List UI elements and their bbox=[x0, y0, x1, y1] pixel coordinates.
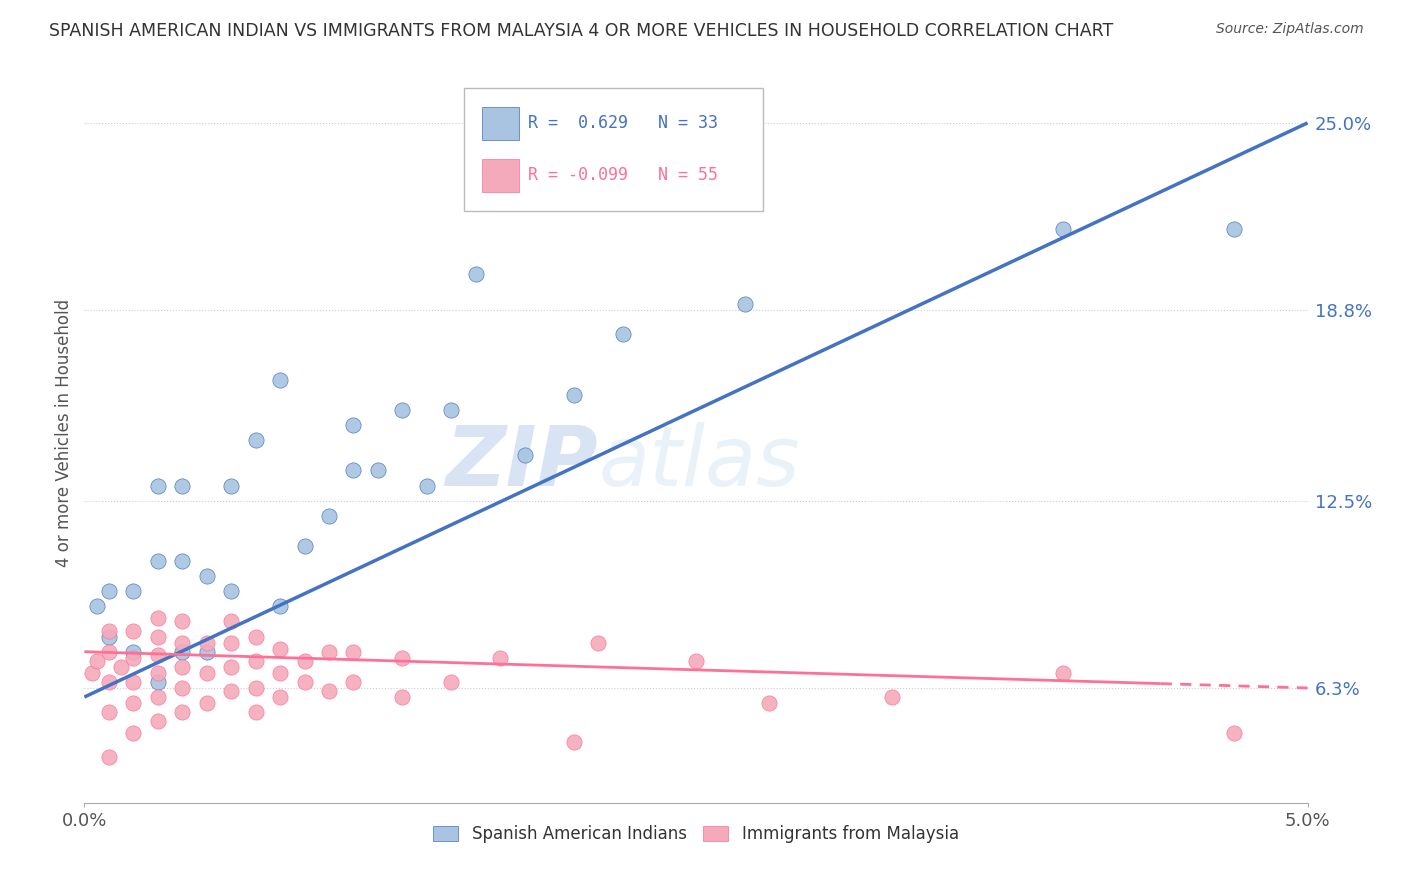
Point bbox=[219, 660, 242, 674]
FancyBboxPatch shape bbox=[464, 88, 763, 211]
Point bbox=[122, 645, 145, 659]
Point bbox=[758, 696, 780, 710]
Point bbox=[245, 654, 267, 668]
Point bbox=[146, 478, 169, 492]
Point bbox=[146, 554, 169, 568]
Point bbox=[146, 714, 169, 729]
Point bbox=[195, 645, 218, 659]
Point bbox=[513, 448, 536, 462]
Point bbox=[269, 665, 291, 680]
Point bbox=[86, 599, 108, 614]
Point bbox=[1223, 726, 1246, 740]
Point bbox=[342, 463, 364, 477]
Point bbox=[97, 584, 120, 599]
Point bbox=[146, 674, 169, 689]
Point bbox=[122, 674, 145, 689]
Point bbox=[489, 650, 512, 665]
Point bbox=[122, 650, 145, 665]
Point bbox=[172, 554, 194, 568]
Text: R =  0.629   N = 33: R = 0.629 N = 33 bbox=[529, 114, 718, 132]
Point bbox=[269, 373, 291, 387]
Point bbox=[122, 726, 145, 740]
Point bbox=[294, 674, 316, 689]
Point bbox=[97, 630, 120, 644]
Point bbox=[1052, 665, 1074, 680]
Point bbox=[318, 684, 340, 698]
Point bbox=[172, 660, 194, 674]
Point bbox=[318, 645, 340, 659]
Point bbox=[219, 635, 242, 649]
Point bbox=[219, 684, 242, 698]
Point bbox=[734, 297, 756, 311]
Point bbox=[586, 635, 609, 649]
Point bbox=[146, 648, 169, 662]
Point bbox=[172, 681, 194, 695]
Point bbox=[195, 569, 218, 583]
Point bbox=[195, 696, 218, 710]
Point bbox=[97, 645, 120, 659]
Point bbox=[391, 403, 413, 417]
Point bbox=[86, 654, 108, 668]
Text: atlas: atlas bbox=[598, 422, 800, 503]
Point bbox=[172, 705, 194, 719]
Point bbox=[146, 690, 169, 704]
Point bbox=[172, 615, 194, 629]
Point bbox=[1052, 221, 1074, 235]
Point bbox=[146, 611, 169, 625]
Point bbox=[1223, 221, 1246, 235]
Point bbox=[318, 508, 340, 523]
Text: R = -0.099   N = 55: R = -0.099 N = 55 bbox=[529, 166, 718, 184]
FancyBboxPatch shape bbox=[482, 107, 519, 140]
Point bbox=[342, 418, 364, 433]
Point bbox=[416, 478, 439, 492]
Point bbox=[172, 478, 194, 492]
Point bbox=[80, 665, 103, 680]
Point bbox=[685, 654, 707, 668]
Y-axis label: 4 or more Vehicles in Household: 4 or more Vehicles in Household bbox=[55, 299, 73, 566]
Point bbox=[219, 584, 242, 599]
Point bbox=[146, 665, 169, 680]
Point bbox=[562, 388, 585, 402]
Text: Source: ZipAtlas.com: Source: ZipAtlas.com bbox=[1216, 22, 1364, 37]
Point bbox=[464, 267, 486, 281]
Point bbox=[245, 630, 267, 644]
Legend: Spanish American Indians, Immigrants from Malaysia: Spanish American Indians, Immigrants fro… bbox=[426, 819, 966, 850]
Point bbox=[195, 635, 218, 649]
Point bbox=[269, 690, 291, 704]
Point bbox=[294, 654, 316, 668]
Point bbox=[172, 645, 194, 659]
Point bbox=[440, 403, 463, 417]
Point bbox=[122, 624, 145, 638]
Point bbox=[269, 599, 291, 614]
Point bbox=[97, 624, 120, 638]
Point bbox=[172, 635, 194, 649]
Point bbox=[391, 690, 413, 704]
Point bbox=[294, 539, 316, 553]
Point bbox=[245, 681, 267, 695]
Point bbox=[562, 735, 585, 749]
Point bbox=[110, 660, 132, 674]
Point bbox=[342, 674, 364, 689]
Point bbox=[122, 584, 145, 599]
Point bbox=[245, 433, 267, 447]
Point bbox=[440, 674, 463, 689]
Text: ZIP: ZIP bbox=[446, 422, 598, 503]
Point bbox=[219, 615, 242, 629]
Point bbox=[245, 705, 267, 719]
FancyBboxPatch shape bbox=[482, 159, 519, 192]
Point bbox=[146, 630, 169, 644]
Point bbox=[612, 327, 634, 342]
Point bbox=[97, 674, 120, 689]
Text: SPANISH AMERICAN INDIAN VS IMMIGRANTS FROM MALAYSIA 4 OR MORE VEHICLES IN HOUSEH: SPANISH AMERICAN INDIAN VS IMMIGRANTS FR… bbox=[49, 22, 1114, 40]
Point bbox=[269, 641, 291, 656]
Point bbox=[880, 690, 903, 704]
Point bbox=[97, 705, 120, 719]
Point bbox=[367, 463, 389, 477]
Point bbox=[195, 665, 218, 680]
Point bbox=[122, 696, 145, 710]
Point bbox=[342, 645, 364, 659]
Point bbox=[97, 750, 120, 764]
Point bbox=[391, 650, 413, 665]
Point bbox=[219, 478, 242, 492]
